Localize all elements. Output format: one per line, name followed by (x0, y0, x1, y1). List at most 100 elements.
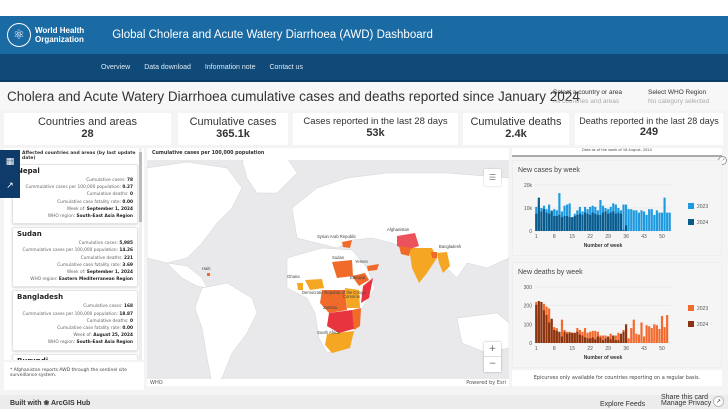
country-pakistan[interactable] (399, 246, 411, 256)
bar-2023-week-52[interactable] (666, 315, 669, 343)
country-mozambique[interactable] (352, 308, 361, 330)
legend-swatch-2024[interactable] (688, 321, 694, 327)
bar-2023-week-11[interactable] (560, 319, 564, 343)
bar-2024-week-3[interactable] (540, 301, 543, 343)
bar-2023-week-20[interactable] (583, 328, 587, 343)
bar-2023-week-41[interactable] (637, 334, 641, 343)
bar-2024-week-33[interactable] (617, 340, 620, 343)
country-bangladesh[interactable] (431, 252, 437, 258)
bar-2023-week-36[interactable] (625, 204, 628, 231)
country-zambia[interactable] (327, 310, 357, 333)
bar-2023-week-46[interactable] (650, 328, 653, 343)
bar-2024-week-5[interactable] (545, 315, 548, 343)
bar-2023-week-53[interactable] (668, 212, 671, 231)
bar-2024-week-14[interactable] (568, 332, 571, 343)
bar-2024-week-33[interactable] (617, 212, 620, 231)
region-selector-value[interactable]: No category selected (648, 98, 710, 105)
share-card-icon[interactable]: ↗ (713, 396, 724, 407)
bar-2024-week-15[interactable] (571, 332, 574, 343)
zoom-out-button[interactable]: − (488, 359, 497, 369)
bar-2023-week-21[interactable] (586, 332, 589, 343)
country-india[interactable] (409, 248, 437, 283)
bar-2023-week-45[interactable] (648, 326, 651, 343)
bar-2023-week-35[interactable] (622, 204, 625, 231)
bar-2024-week-32[interactable] (614, 213, 617, 231)
bar-2024-week-15[interactable] (571, 217, 574, 231)
bar-2024-week-29[interactable] (607, 336, 610, 343)
bar-2023-week-50[interactable] (660, 212, 664, 231)
bar-2024-week-24[interactable] (594, 339, 597, 343)
scrollbar-thumb[interactable] (139, 152, 142, 222)
legend-swatch-2023[interactable] (688, 203, 694, 209)
bar-2024-week-26[interactable] (599, 214, 602, 231)
country-yemen[interactable] (367, 264, 379, 271)
bar-2024-week-1[interactable] (535, 304, 538, 343)
bar-2024-week-30[interactable] (609, 212, 612, 231)
legend-icon[interactable]: ☰ (484, 169, 501, 186)
share-card-link[interactable]: Share this card (661, 394, 709, 401)
bar-2023-week-43[interactable] (642, 211, 646, 231)
bar-2023-week-52[interactable] (666, 212, 669, 231)
bar-2024-week-17[interactable] (576, 331, 579, 343)
bar-2024-week-1[interactable] (535, 213, 538, 231)
bar-2024-week-23[interactable] (591, 212, 594, 231)
bar-2023-week-37[interactable] (627, 209, 630, 231)
world-map[interactable]: Haiti Syrian Arab Republic Afghanistan Bang… (147, 148, 509, 386)
bar-2024-week-22[interactable] (589, 338, 592, 343)
bar-2024-week-11[interactable] (560, 217, 564, 231)
bar-2024-week-8[interactable] (553, 216, 556, 231)
bar-2023-week-10[interactable] (558, 193, 561, 231)
bar-2024-week-10[interactable] (558, 331, 561, 343)
bar-2024-week-24[interactable] (594, 213, 597, 231)
bar-2024-week-19[interactable] (581, 214, 584, 231)
bar-2024-week-14[interactable] (568, 217, 571, 231)
bar-2024-week-21[interactable] (586, 338, 589, 343)
country-card[interactable]: Bangladesh Cumulative cases: 168 Cummulati… (12, 290, 138, 351)
bar-2024-week-20[interactable] (583, 212, 587, 231)
bar-2024-week-26[interactable] (599, 337, 602, 343)
country-haiti[interactable] (207, 273, 210, 276)
bar-2023-week-48[interactable] (655, 210, 658, 231)
bar-2024-week-25[interactable] (596, 214, 599, 231)
bar-2023-week-47[interactable] (653, 324, 656, 343)
bar-2024-week-8[interactable] (553, 329, 556, 343)
bar-2024-week-13[interactable] (565, 333, 569, 343)
bar-2024-week-22[interactable] (589, 214, 592, 231)
bar-2024-week-32[interactable] (614, 340, 617, 343)
bar-2024-week-28[interactable] (604, 211, 607, 231)
nav-contact-us[interactable]: Contact us (269, 63, 303, 71)
country-tanzania[interactable] (345, 288, 360, 308)
bar-2024-week-34[interactable] (619, 213, 623, 231)
share-icon[interactable]: ↗ (6, 181, 14, 191)
bar-2023-week-40[interactable] (635, 333, 638, 343)
bar-2024-week-12[interactable] (563, 216, 566, 231)
bar-2023-week-40[interactable] (635, 210, 638, 231)
nav-data-download[interactable]: Data download (144, 63, 191, 71)
bar-2024-week-34[interactable] (619, 333, 623, 343)
country-ghana[interactable] (297, 283, 303, 290)
bar-2024-week-28[interactable] (604, 338, 607, 343)
attribution-esri[interactable]: Powered by Esri (466, 379, 506, 386)
bar-2024-week-29[interactable] (607, 213, 610, 231)
bar-2023-week-51[interactable] (663, 327, 666, 343)
bar-2024-week-25[interactable] (596, 336, 599, 343)
bar-2024-week-27[interactable] (601, 212, 605, 231)
country-card[interactable]: Sudan Cumulative cases: 5,985 Cummulative … (12, 227, 138, 288)
nav-information-note[interactable]: Information note (204, 63, 256, 71)
bar-2023-week-27[interactable] (601, 335, 605, 343)
nav-overview[interactable]: Overview (101, 63, 131, 71)
zoom-in-button[interactable]: + (484, 342, 501, 357)
country-sudan[interactable] (332, 260, 353, 278)
bar-2023-week-51[interactable] (663, 197, 666, 231)
bar-2023-week-45[interactable] (648, 209, 651, 231)
bar-2023-week-30[interactable] (609, 333, 612, 343)
bar-2023-week-49[interactable] (658, 212, 661, 231)
bar-2023-week-39[interactable] (632, 210, 635, 231)
bar-2023-week-38[interactable] (630, 209, 633, 231)
bar-2023-week-33[interactable] (617, 332, 620, 343)
region-selector[interactable]: Select WHO Region No category selected (648, 89, 709, 105)
bar-2023-week-48[interactable] (655, 325, 658, 343)
bar-2024-week-3[interactable] (540, 211, 543, 231)
country-card[interactable]: Burundi (12, 353, 138, 360)
bar-2024-week-35[interactable] (622, 331, 625, 343)
